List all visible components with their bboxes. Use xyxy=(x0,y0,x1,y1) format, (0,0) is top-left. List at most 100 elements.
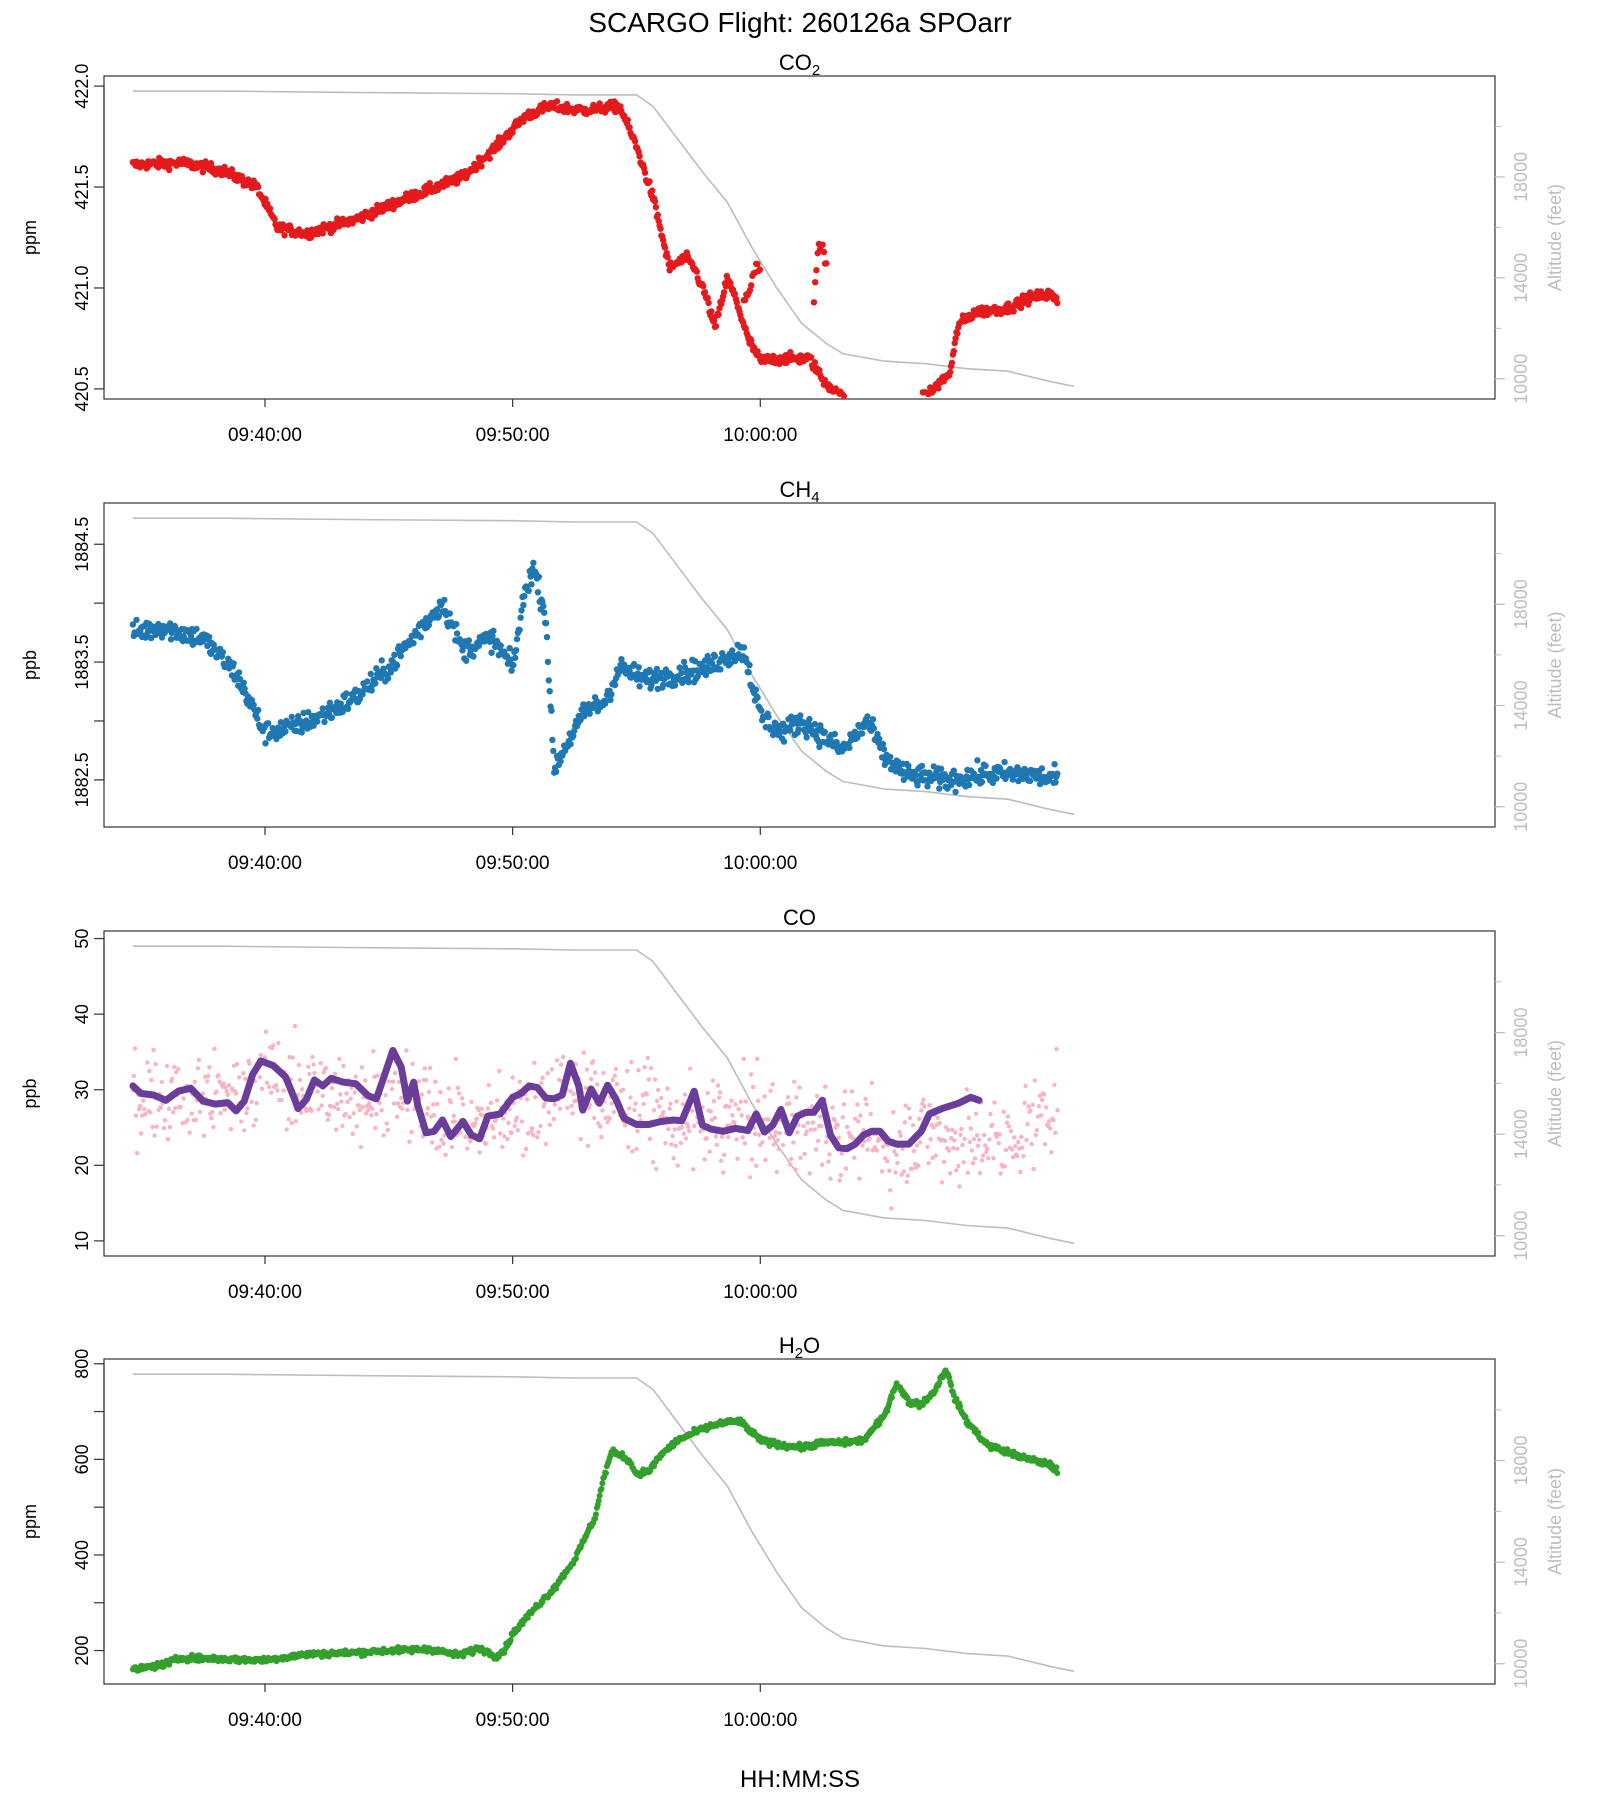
data-point xyxy=(625,1068,630,1074)
data-point xyxy=(680,1101,686,1107)
data-point xyxy=(947,368,954,376)
data-point xyxy=(372,680,379,687)
data-point xyxy=(824,1140,829,1145)
data-point xyxy=(221,163,228,171)
data-point xyxy=(1049,1150,1054,1155)
data-point xyxy=(133,616,140,624)
data-point xyxy=(704,652,711,660)
data-point xyxy=(1055,1108,1060,1113)
data-point xyxy=(245,1106,250,1111)
x-tick-label: 09:50:00 xyxy=(476,1282,550,1303)
y-tick-label: 40 xyxy=(72,1004,92,1024)
data-point xyxy=(914,782,921,789)
data-point xyxy=(820,248,828,256)
data-point xyxy=(510,1075,515,1080)
data-point xyxy=(612,1073,617,1079)
data-point xyxy=(378,657,385,664)
data-point xyxy=(234,1061,240,1067)
data-point xyxy=(711,653,719,660)
data-point xyxy=(455,1085,461,1091)
data-point xyxy=(561,1054,566,1060)
data-point xyxy=(635,1128,640,1134)
data-point xyxy=(339,1099,344,1104)
data-point xyxy=(431,1102,436,1107)
data-point xyxy=(392,1070,398,1076)
data-point xyxy=(817,1114,823,1119)
data-point xyxy=(754,694,761,701)
data-point xyxy=(542,1101,547,1106)
data-point xyxy=(543,1141,548,1147)
data-point xyxy=(827,1152,832,1157)
x-tick-label: 09:50:00 xyxy=(476,1710,550,1731)
data-point xyxy=(748,337,755,344)
y2-tick-label: 18000 xyxy=(1511,579,1531,629)
data-point xyxy=(132,1046,138,1051)
data-point xyxy=(535,573,542,580)
data-point xyxy=(393,662,401,669)
data-point xyxy=(1053,1464,1060,1471)
data-point xyxy=(548,707,555,714)
data-point xyxy=(907,1115,913,1121)
data-point xyxy=(381,1133,386,1138)
panel-title: H2O xyxy=(779,1333,820,1362)
data-point xyxy=(928,1137,933,1142)
data-point xyxy=(592,1115,597,1121)
data-point xyxy=(975,1143,981,1149)
data-point xyxy=(664,254,671,261)
data-point xyxy=(797,712,804,719)
data-point xyxy=(554,1058,560,1063)
data-point xyxy=(746,287,754,294)
data-point xyxy=(343,1111,348,1117)
data-point xyxy=(780,1142,786,1148)
y2-tick-label: 10000 xyxy=(1511,782,1531,832)
altitude-line xyxy=(132,1373,1075,1673)
data-point xyxy=(419,1092,424,1097)
data-point xyxy=(141,1098,146,1103)
data-point xyxy=(607,1116,612,1121)
data-point xyxy=(1015,1153,1020,1159)
data-point xyxy=(281,232,288,239)
data-point xyxy=(170,1110,176,1115)
data-point xyxy=(290,1055,295,1060)
data-point xyxy=(983,1143,988,1148)
data-point xyxy=(599,1134,604,1140)
data-point xyxy=(974,757,981,764)
data-point xyxy=(927,1103,932,1108)
y-tick-label: 800 xyxy=(72,1349,92,1379)
data-point xyxy=(417,634,424,641)
data-point xyxy=(731,290,739,298)
data-point xyxy=(709,660,716,667)
data-point xyxy=(902,1120,907,1125)
data-point xyxy=(150,1124,155,1130)
data-point xyxy=(637,1113,642,1118)
data-point xyxy=(675,1163,680,1168)
data-point xyxy=(553,98,561,105)
data-point xyxy=(634,1146,639,1152)
data-point xyxy=(154,1124,159,1129)
data-point xyxy=(805,1120,810,1126)
data-point xyxy=(446,1086,451,1091)
data-point xyxy=(887,1168,892,1173)
data-point xyxy=(210,1109,215,1115)
data-point xyxy=(192,1079,197,1085)
data-point xyxy=(789,1156,794,1162)
data-point xyxy=(539,1080,544,1086)
data-point xyxy=(391,1101,397,1106)
data-point xyxy=(967,1139,972,1145)
data-point xyxy=(244,1111,249,1116)
data-point xyxy=(453,620,460,628)
data-point xyxy=(520,1153,526,1158)
data-point xyxy=(865,1147,870,1152)
data-point xyxy=(583,1085,589,1091)
data-point xyxy=(650,1160,656,1165)
data-point xyxy=(765,713,772,721)
data-point xyxy=(441,596,448,604)
data-point xyxy=(441,1141,446,1146)
data-point xyxy=(288,713,295,721)
data-point xyxy=(532,1060,537,1066)
data-point xyxy=(794,1095,799,1100)
data-point xyxy=(663,1141,668,1146)
data-point xyxy=(790,1112,795,1118)
data-point xyxy=(734,1137,739,1142)
data-point xyxy=(1005,1114,1011,1119)
